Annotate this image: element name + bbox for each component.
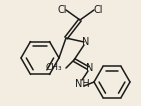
Text: N: N <box>86 63 94 73</box>
Text: Cl: Cl <box>93 5 103 15</box>
Text: CH₃: CH₃ <box>45 63 62 73</box>
Text: NH: NH <box>75 79 89 89</box>
Text: N: N <box>82 37 90 47</box>
Text: Cl: Cl <box>57 5 67 15</box>
